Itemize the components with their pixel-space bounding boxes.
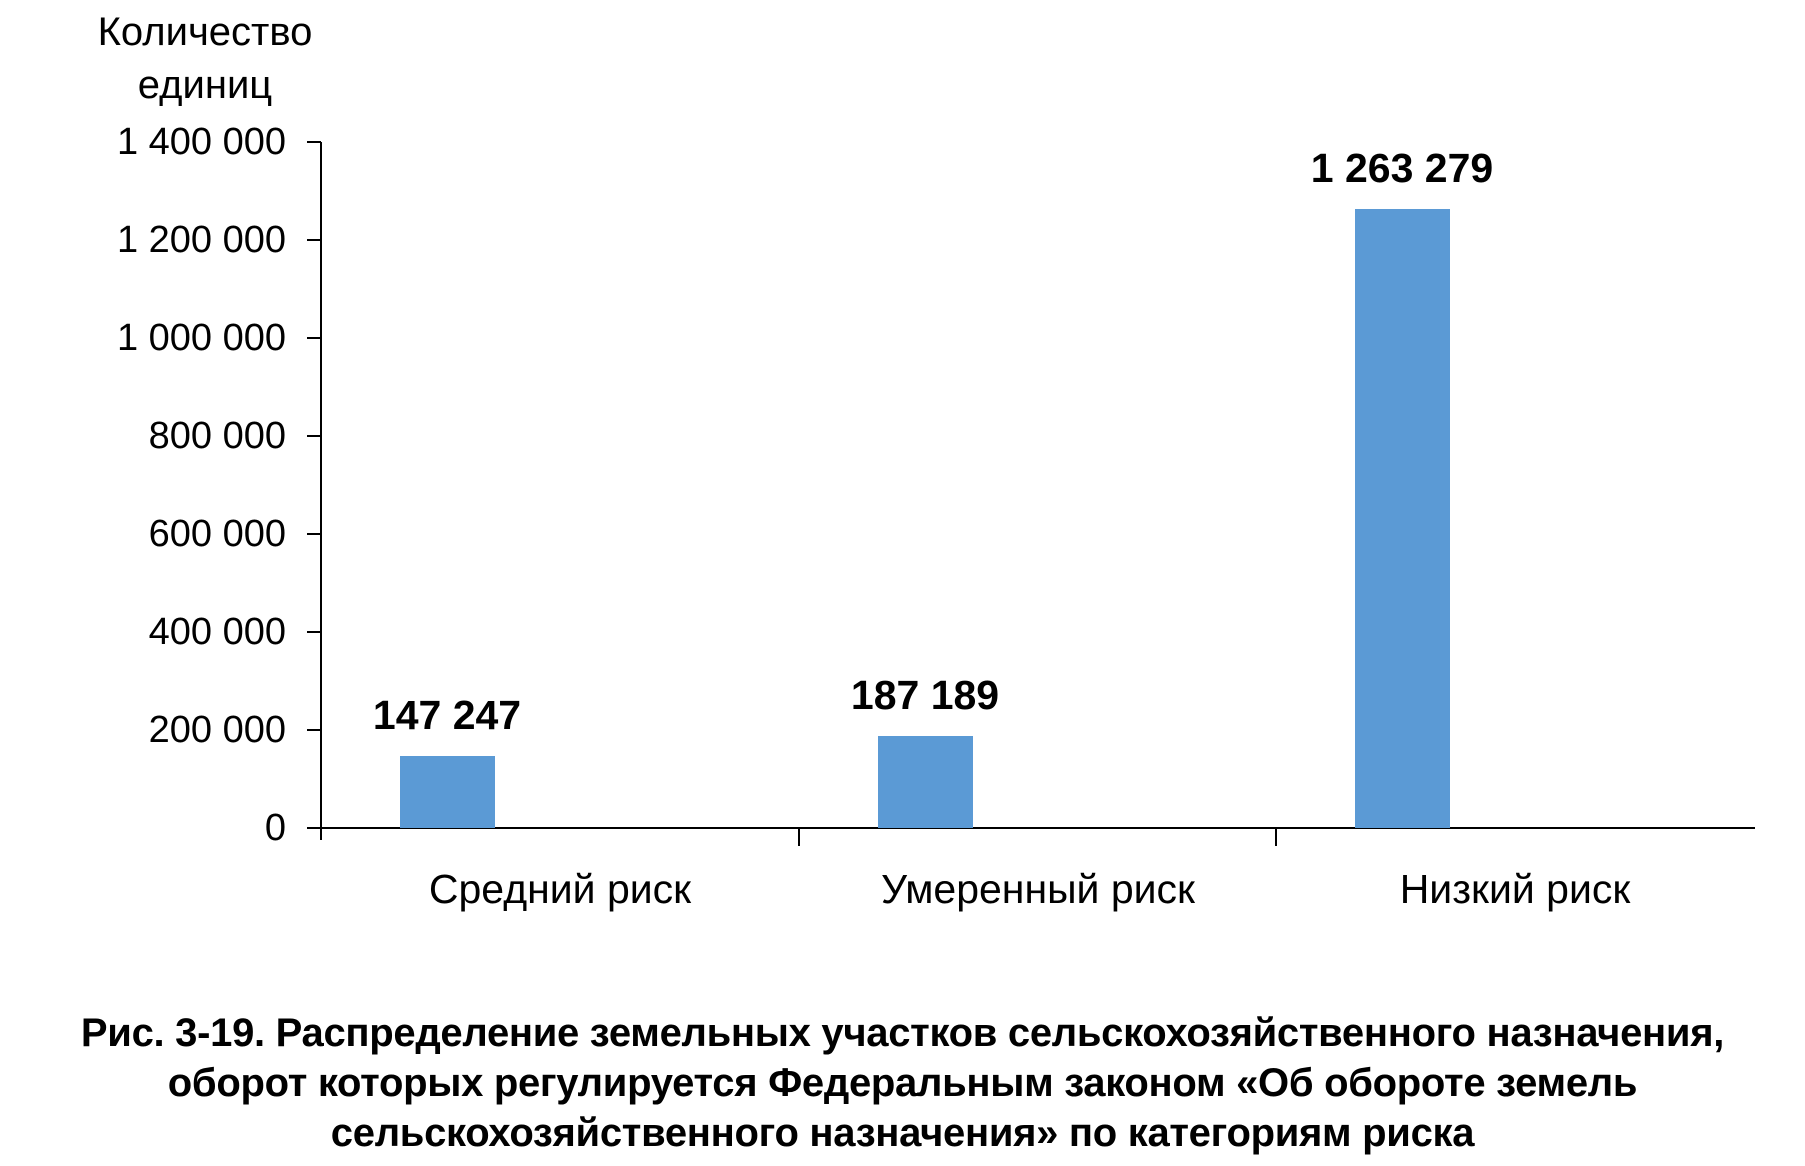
bar-value-label: 1 263 279 xyxy=(1310,145,1494,191)
bar xyxy=(1355,209,1450,828)
y-tick-label: 200 000 xyxy=(148,709,286,751)
y-tick-mark xyxy=(307,533,321,535)
figure-caption: Рис. 3-19. Распределение земельных участ… xyxy=(15,1008,1790,1158)
caption-line-1: Рис. 3-19. Распределение земельных участ… xyxy=(80,1011,1725,1055)
y-tick-label: 1 400 000 xyxy=(116,121,286,163)
y-tick-label: 1 200 000 xyxy=(116,219,286,261)
caption-line-3: сельскохозяйственного назначения» по кат… xyxy=(330,1111,1475,1155)
y-axis-line xyxy=(320,142,322,840)
category-label: Умеренный риск xyxy=(881,866,1195,912)
y-tick-label: 1 000 000 xyxy=(116,317,286,359)
category-label: Низкий риск xyxy=(1399,866,1631,912)
bar-chart: Количество единиц 1 400 000 1 200 000 1 00… xyxy=(97,10,1755,912)
bar xyxy=(400,756,495,828)
bar-value-label: 187 189 xyxy=(850,672,1000,718)
x-axis-line xyxy=(320,827,1755,829)
y-tick-label: 400 000 xyxy=(148,611,286,653)
y-tick-mark xyxy=(307,631,321,633)
y-tick-mark xyxy=(307,239,321,241)
y-tick-mark xyxy=(307,141,321,143)
y-tick-label: 0 xyxy=(264,807,286,849)
x-tick-mark xyxy=(1275,828,1277,846)
bar xyxy=(878,736,973,828)
y-axis-title: Количество единиц xyxy=(97,10,313,107)
caption-line-2: оборот которых регулируется Федеральным … xyxy=(167,1061,1638,1105)
category-label: Средний риск xyxy=(428,866,692,912)
y-tick-label: 800 000 xyxy=(148,415,286,457)
y-tick-mark xyxy=(307,435,321,437)
y-tick-mark xyxy=(307,729,321,731)
y-tick-mark xyxy=(307,827,321,829)
y-tick-mark xyxy=(307,337,321,339)
y-tick-label: 600 000 xyxy=(148,513,286,555)
bar-value-label: 147 247 xyxy=(372,692,522,738)
x-tick-mark xyxy=(798,828,800,846)
